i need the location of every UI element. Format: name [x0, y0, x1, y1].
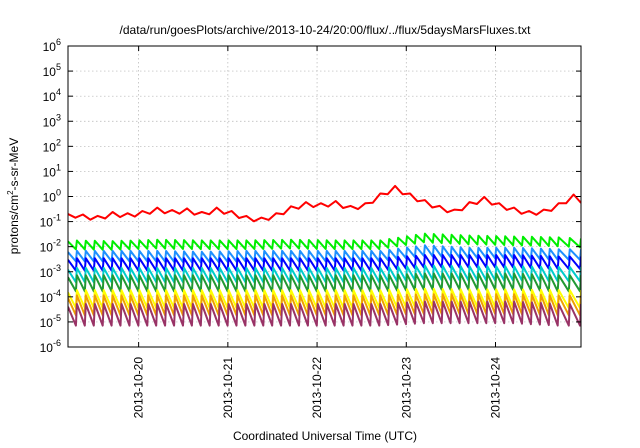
y-tick-label: 102 [43, 137, 61, 154]
y-tick-base: 10 [43, 140, 57, 154]
y-tick-label: 10-1 [40, 213, 61, 230]
y-tick-base: 10 [43, 165, 57, 179]
y-tick-label: 103 [43, 112, 61, 129]
y-tick-label: 106 [43, 37, 61, 54]
y-tick-base: 10 [43, 40, 57, 54]
y-tick-label: 10-6 [40, 338, 61, 355]
y-tick-base: 10 [43, 90, 57, 104]
x-axis-label: Coordinated Universal Time (UTC) [233, 429, 417, 443]
y-tick-label: 100 [43, 188, 61, 205]
x-tick-label: 2013-10-21 [221, 357, 235, 419]
data-series [68, 184, 581, 327]
y-tick-base: 10 [40, 341, 54, 355]
x-tick-label: 2013-10-23 [399, 357, 413, 419]
y-tick-label: 10-3 [40, 263, 61, 280]
y-tick-exponent: 1 [56, 162, 61, 172]
x-axis-ticks: 2013-10-20 2013-10-21 2013-10-22 2013-10-23… [132, 46, 503, 418]
y-axis-ticks: 10-610-510-410-310-210-11001011021031041… [40, 37, 581, 355]
series-line-1 [68, 184, 581, 223]
y-tick-label: 10-5 [40, 313, 61, 330]
y-tick-base: 10 [40, 216, 54, 230]
y-tick-label: 10-2 [40, 238, 61, 255]
y-tick-base: 10 [40, 291, 54, 305]
y-tick-exponent: -4 [53, 288, 61, 298]
x-tick-label: 2013-10-22 [310, 357, 324, 419]
y-tick-exponent: 0 [56, 188, 61, 198]
plot-frame [67, 45, 582, 348]
x-tick-label: 2013-10-20 [132, 357, 146, 419]
y-tick-base: 10 [43, 115, 57, 129]
y-tick-label: 10-4 [40, 288, 61, 305]
x-tick-label: 2013-10-24 [489, 357, 503, 419]
y-tick-exponent: -3 [53, 263, 61, 273]
y-tick-exponent: 6 [56, 37, 61, 47]
y-tick-base: 10 [43, 191, 57, 205]
chart-title: /data/run/goesPlots/archive/2013-10-24/2… [120, 23, 532, 37]
y-tick-label: 105 [43, 62, 61, 79]
y-tick-exponent: 2 [56, 137, 61, 147]
y-tick-base: 10 [40, 241, 54, 255]
y-tick-exponent: 4 [56, 87, 61, 97]
y-tick-base: 10 [40, 266, 54, 280]
y-tick-label: 104 [43, 87, 61, 104]
y-tick-exponent: -2 [53, 238, 61, 248]
y-tick-exponent: 3 [56, 112, 61, 122]
series-line-2 [68, 232, 581, 251]
y-tick-exponent: -1 [53, 213, 61, 223]
series-line-9 [68, 300, 581, 327]
y-axis-label: protons/cm2-s-sr-MeV [6, 138, 21, 254]
y-tick-exponent: -6 [53, 338, 61, 348]
y-tick-exponent: -5 [53, 313, 61, 323]
y-tick-base: 10 [43, 65, 57, 79]
y-tick-label: 101 [43, 162, 61, 179]
y-tick-exponent: 5 [56, 62, 61, 72]
y-tick-base: 10 [40, 316, 54, 330]
